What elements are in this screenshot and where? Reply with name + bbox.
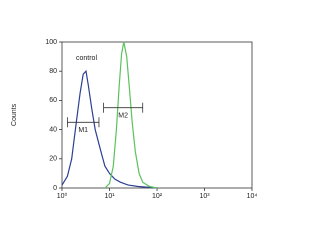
gate-label: M2 bbox=[118, 113, 128, 120]
y-tick-label: 20 bbox=[49, 156, 57, 163]
histogram-line bbox=[61, 69, 158, 189]
y-axis-label: Counts bbox=[11, 103, 18, 126]
y-tick-label: 40 bbox=[49, 126, 57, 133]
gate-label: M1 bbox=[78, 127, 88, 134]
x-tick-label: 10¹ bbox=[104, 193, 115, 200]
y-tick-label: 80 bbox=[49, 68, 57, 75]
chart: Counts 0 20 40 60 80 100 10⁰ 10¹ 10² 10³ 10⁴ contro… bbox=[11, 39, 258, 200]
histogram-line bbox=[104, 41, 158, 189]
x-tick-label: 10⁴ bbox=[247, 193, 258, 200]
x-tick-label: 10⁰ bbox=[57, 192, 68, 200]
plot-frame bbox=[61, 41, 253, 189]
series-label: control bbox=[76, 55, 97, 62]
y-tick-label: 0 bbox=[53, 185, 57, 192]
y-tick-label: 100 bbox=[45, 39, 57, 46]
y-tick-label: 60 bbox=[49, 97, 57, 104]
x-tick-label: 10² bbox=[152, 193, 163, 200]
x-tick-label: 10³ bbox=[199, 193, 210, 200]
page: Counts 0 20 40 60 80 100 10⁰ 10¹ 10² 10³ 10⁴ contro… bbox=[10, 38, 258, 200]
